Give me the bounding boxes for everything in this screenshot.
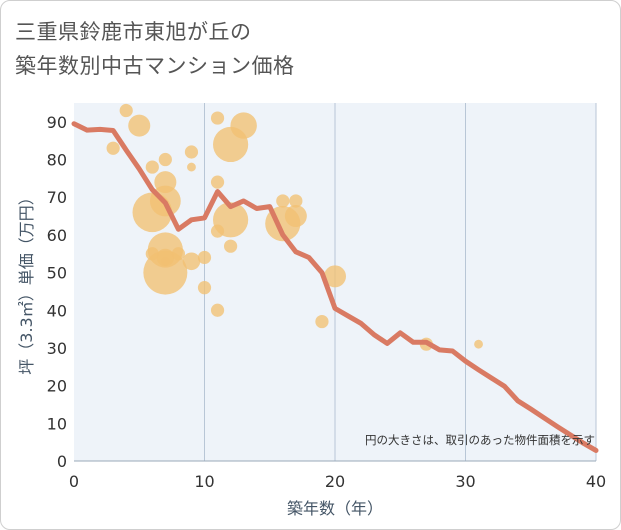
data-bubble [276, 194, 290, 208]
y-tick-label: 0 [57, 452, 67, 471]
y-tick-label: 50 [47, 264, 67, 283]
y-tick-label: 20 [47, 377, 67, 396]
x-tick-label: 30 [455, 472, 475, 491]
data-bubble [158, 152, 172, 167]
data-bubble [213, 202, 249, 238]
y-tick-label: 90 [47, 113, 67, 132]
chart-title-line-2: 築年数別中古マンション価格 [15, 54, 295, 78]
chart-title-line-1: 三重県鈴鹿市東旭が丘の [15, 20, 252, 44]
data-bubble [171, 247, 185, 261]
y-tick-label: 40 [47, 301, 67, 320]
data-bubble [230, 112, 257, 139]
data-bubble [474, 339, 483, 349]
data-bubble [315, 314, 329, 329]
data-bubble [119, 103, 133, 118]
data-bubble [324, 265, 346, 288]
data-bubble [145, 160, 159, 174]
data-bubble [184, 145, 199, 159]
data-bubble [224, 239, 238, 253]
data-bubble [128, 114, 151, 137]
trend-line [71, 121, 599, 453]
data-bubble [284, 205, 307, 228]
y-tick-label: 60 [47, 226, 67, 245]
y-tick-label: 80 [47, 151, 67, 170]
y-tick-label: 30 [47, 339, 67, 358]
grid-lines [74, 103, 597, 462]
y-tick-label: 70 [47, 188, 67, 207]
data-bubble [106, 141, 120, 155]
size-legend-note: 円の大きさは、取引のあった物件面積を示す [365, 433, 595, 447]
y-tick-labels: 0 10 20 30 40 50 60 70 80 90 [47, 113, 67, 471]
data-bubble [187, 162, 196, 172]
data-bubble [210, 175, 225, 189]
data-bubble [197, 250, 212, 265]
x-tick-label: 40 [586, 472, 606, 491]
x-tick-labels: 0 10 20 30 40 [69, 472, 606, 491]
data-bubble [197, 281, 212, 295]
x-tick-label: 0 [69, 472, 79, 491]
data-bubble [210, 111, 225, 125]
bubble-layer [106, 103, 483, 351]
y-tick-label: 10 [47, 414, 67, 433]
x-axis-title: 築年数（年） [287, 499, 383, 518]
chart-title: 三重県鈴鹿市東旭が丘の 築年数別中古マンション価格 [15, 15, 295, 83]
data-bubble [143, 250, 188, 295]
x-tick-label: 10 [194, 472, 214, 491]
x-tick-label: 20 [325, 472, 345, 491]
data-bubble [210, 303, 225, 317]
data-bubble [289, 194, 303, 208]
data-bubble [182, 252, 201, 271]
y-axis-title: 坪（3.3㎡）単価（万円） [17, 189, 36, 374]
